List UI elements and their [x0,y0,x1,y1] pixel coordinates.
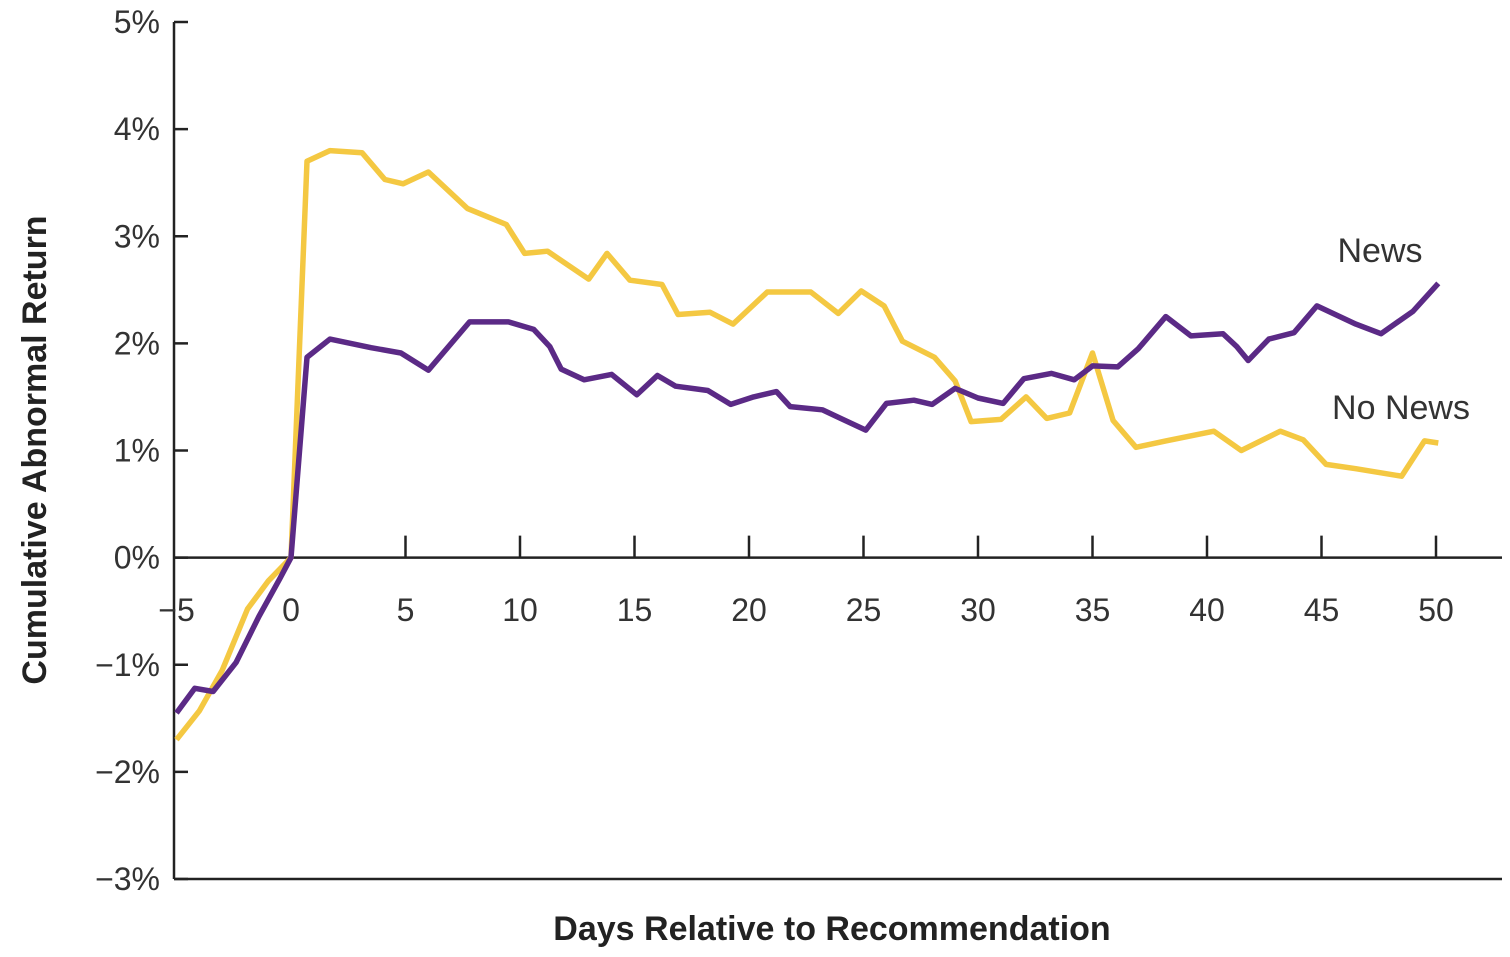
x-tick-label: 45 [1304,592,1340,628]
x-tick-label: 25 [846,592,882,628]
series-line-news [174,281,1441,715]
x-tick-label: 20 [731,592,767,628]
y-axis-title: Cumulative Abnormal Return [16,215,54,684]
x-tick-label: 35 [1075,592,1111,628]
x-tick-label: 40 [1189,592,1225,628]
series-lines [174,147,1441,742]
chart-labels: Days Relative to Recommendation Cumulati… [16,215,1470,948]
y-tick-label: 1% [114,433,160,469]
x-tick-label: 50 [1418,592,1454,628]
y-tick-label: −1% [95,647,160,683]
x-tick-label: 0 [282,592,300,628]
y-tick-label: 4% [114,111,160,147]
y-tick-label: 0% [114,540,160,576]
series-label-no-news: No News [1332,389,1470,427]
x-axis-title: Days Relative to Recommendation [553,910,1110,948]
y-tick-label: −3% [95,861,160,897]
axes: 5% 4% 3% 2% 1% 0% −1% −2% −3% −5 0 5 10 15 20 25 30 35 40 4… [95,4,1502,897]
x-tick-label: 5 [397,592,415,628]
series-line-no-news [174,147,1439,742]
y-tick-label: 3% [114,218,160,254]
x-tick-label: 30 [960,592,996,628]
y-tick-label: 2% [114,325,160,361]
y-tick-label: −2% [95,754,160,790]
x-tick-label: 10 [502,592,538,628]
y-tick-label: 5% [114,4,160,40]
x-tick-label: 15 [617,592,653,628]
series-label-news: News [1337,232,1422,270]
x-tick-label: −5 [158,592,194,628]
